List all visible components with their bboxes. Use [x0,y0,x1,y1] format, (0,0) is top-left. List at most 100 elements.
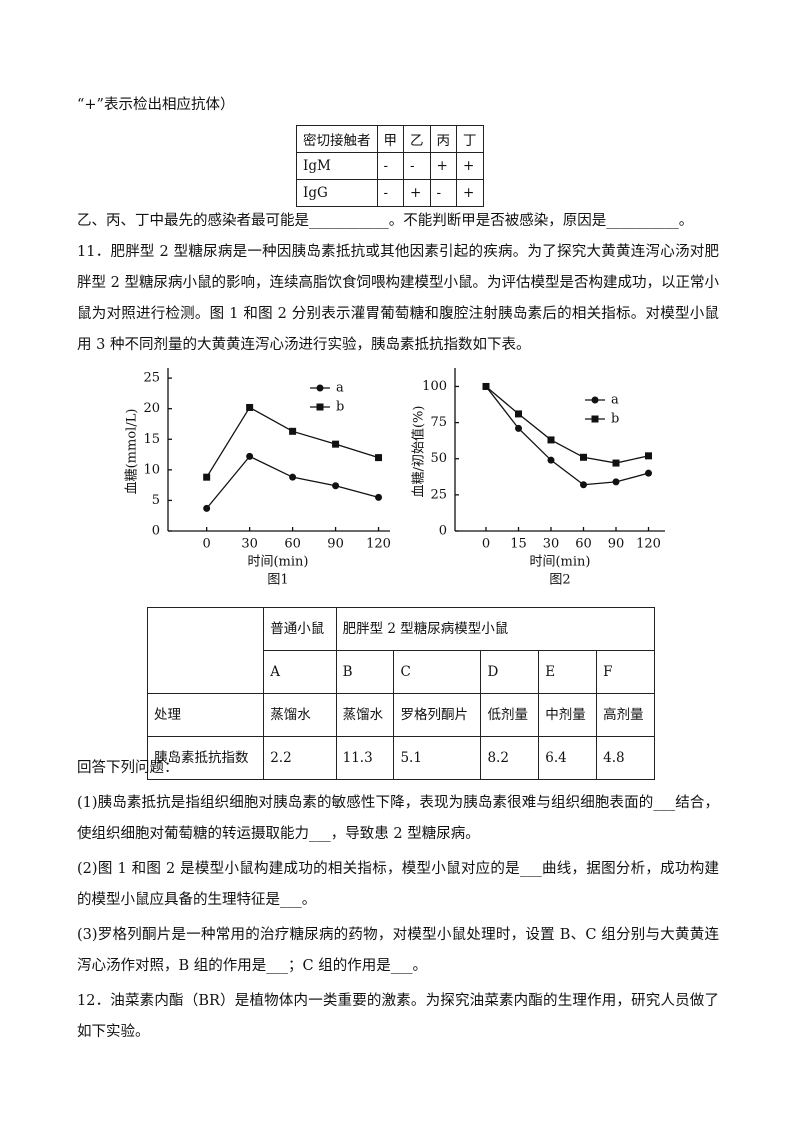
x-axis-label: 时间(min) [247,555,308,570]
cell: 11.3 [335,736,395,780]
question-line: 12．油菜素内酯（BR）是植物体内一类重要的激素。为探究油菜素内酯的生理作用，研… [77,993,719,1040]
question-line: (1)胰岛素抵抗是指组织细胞对胰岛素的敏感性下降，表现为胰岛素很难与组织细胞表面… [77,795,719,842]
y-tick-label: 10 [143,462,160,477]
cell: C [393,650,482,694]
x-axis-label: 时间(min) [529,555,590,570]
question-line: (3)罗格列酮片是一种常用的治疗糖尿病的药物，对模型小鼠处理时，设置 B、C 组… [77,927,719,974]
data-point [591,396,599,404]
question-text: 乙、丙、丁中最先的感染者最可能是___________。不能判断甲是否被感染，原… [77,213,694,229]
x-tick-label: 120 [636,537,661,552]
x-tick-label: 90 [608,537,625,552]
y-tick-label: 25 [430,487,447,502]
data-point [289,427,297,435]
legend-label: a [336,381,344,396]
intro-text: “+”表示检出相应抗体） [77,97,235,113]
cell: 乙 [403,125,431,153]
data-point [246,452,254,460]
series-line [485,385,649,464]
data-point [580,481,587,489]
cell: B [335,650,395,694]
data-point [547,436,555,444]
cell [146,607,265,694]
figure-caption: 图2 [549,573,570,588]
x-tick-label: 0 [482,537,490,552]
cell: + [403,179,431,207]
y-tick-label: 5 [152,493,160,508]
x-tick-label: 0 [203,537,211,552]
series-line [485,386,649,486]
data-point [332,482,340,490]
data-point [612,478,620,486]
y-tick-label: 75 [430,415,447,430]
data-point [316,384,324,392]
data-point [332,440,340,448]
cell: + [456,152,484,180]
cell: 丁 [456,125,484,153]
data-point [515,410,522,418]
cell: A [263,650,337,694]
cell: 中剂量 [538,693,598,737]
data-point [203,504,211,512]
data-point [580,453,587,461]
cell: 8.2 [480,736,540,780]
data-point [612,459,620,467]
figures: 0 30 60 90 120 0 5 10 15 20 25 血糖(mmol/L) 时间(min) 图1 a… [124,368,665,588]
cell: + [429,152,457,180]
cell: IgG [296,179,378,207]
antibody-table: 密切接触者甲乙丙丁 IgM - - + + IgG - + - + [296,125,484,207]
data-point [375,454,383,462]
question-paragraph: 11．肥胖型 2 型糖尿病是一种因胰岛素抵抗或其他因素引起的疾病。为了探究大黄黄… [77,244,719,353]
x-tick-label: 60 [575,537,592,552]
x-tick-label: 15 [510,537,527,552]
data-point [547,456,555,464]
cell: - [429,179,457,207]
figure-caption: 图1 [267,573,288,588]
cell: 蒸馏水 [263,693,337,737]
questions: 回答下列问题： (1)胰岛素抵抗是指组织细胞对胰岛素的敏感性下降，表现为胰岛素很难… [77,753,719,1052]
y-tick-label: 15 [143,432,160,447]
cell: 低剂量 [480,693,540,737]
x-tick-label: 30 [543,537,560,552]
series-line [206,406,379,478]
y-tick-label: 100 [422,379,447,394]
y-tick-label: 50 [430,451,447,466]
data-point [515,424,522,432]
data-point [375,493,383,501]
y-tick-label: 25 [143,371,160,386]
cell: + [456,179,484,207]
cell: 丙 [429,125,457,153]
y-tick-label: 0 [439,524,447,539]
x-tick-label: 60 [284,537,301,552]
legend-label: b [611,412,619,427]
cell: 高剂量 [596,693,655,737]
series-line [206,455,379,509]
legend-label: a [611,393,619,408]
cell: 甲 [376,125,404,153]
data-point [316,403,324,411]
data-point [289,473,297,481]
legend-label: b [336,400,344,415]
cell: 蒸馏水 [335,693,395,737]
data-point [246,403,254,411]
data-point [645,469,652,477]
cell: - [403,152,431,180]
data-point [645,452,652,460]
cell: - [376,179,404,207]
cell: 5.1 [393,736,482,780]
cell: E [538,650,598,694]
question-line: (2)图 1 和图 2 是模型小鼠构建成功的相关指标，模型小鼠对应的是___曲线… [77,861,719,908]
cell: F [596,650,655,694]
cell: - [376,152,404,180]
x-tick-label: 30 [241,537,258,552]
cell: 4.8 [596,736,655,780]
cell: 胰岛素抵抗指数 [146,736,265,780]
data-point [591,415,599,423]
cell: 肥胖型 2 型糖尿病模型小鼠 [335,607,656,651]
y-axis-label: 血糖(mmol/L) [124,409,140,495]
y-axis-label: 血糖/初始值(%) [411,406,427,498]
cell: 普通小鼠 [263,607,337,651]
y-tick-label: 0 [152,524,160,539]
question-line: 回答下列问题： [77,760,179,776]
